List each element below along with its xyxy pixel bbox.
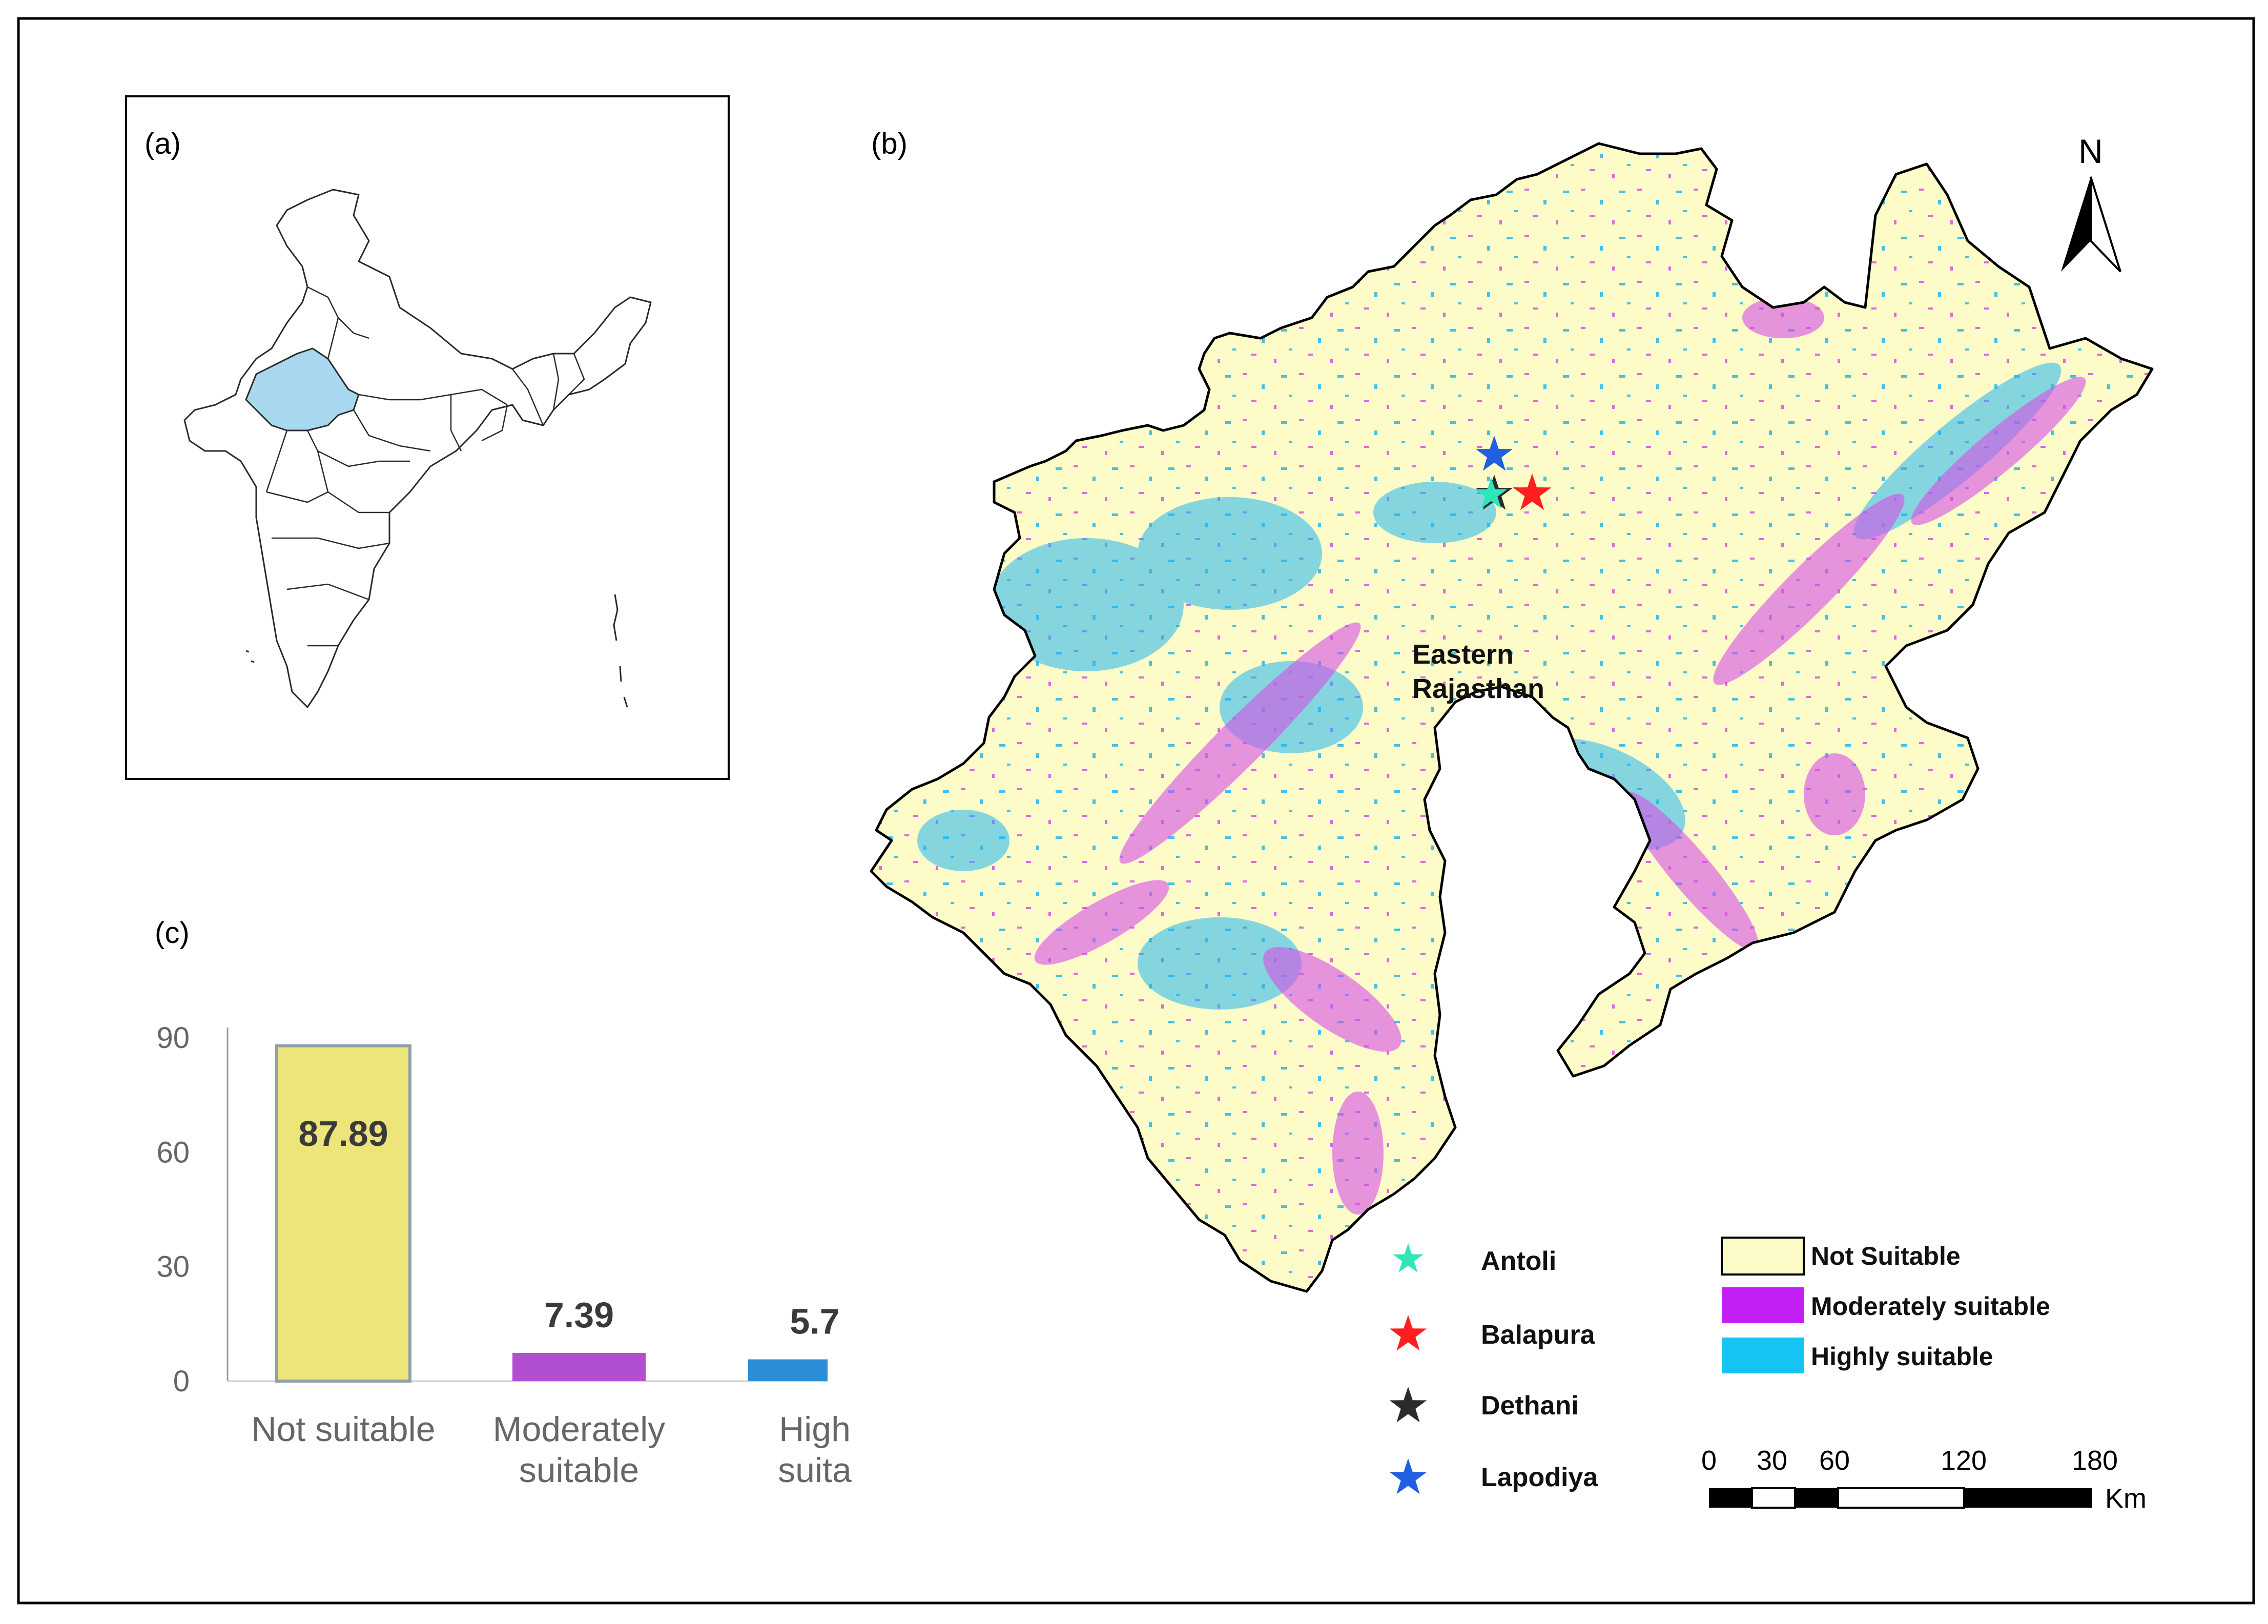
north-arrow-right-half	[2090, 176, 2121, 273]
not-suitable-label: Not Suitable	[1811, 1242, 1961, 1270]
figure-frame	[17, 17, 2255, 1605]
bar-value-label: 87.89	[298, 1114, 388, 1154]
scale-segment-5	[1964, 1488, 2092, 1508]
x-category-label: High	[779, 1410, 851, 1449]
site-legend-item-lapodiya: Lapodiya	[1389, 1458, 1598, 1494]
panel-c: (c) 87.89 7.39 5.7 0 30 60 90 Not suitable Mod…	[155, 916, 852, 1490]
moderately-suitable-swatch	[1722, 1287, 1804, 1323]
moderately-suitable-patches	[1034, 297, 2086, 1215]
bar-not-suitable	[275, 1044, 411, 1383]
lapodiya-star-icon	[1389, 1458, 1427, 1494]
x-category-label: Not suitable	[251, 1410, 435, 1449]
legend-item-not-suitable: Not Suitable	[1721, 1237, 1961, 1276]
marker-balapura	[1513, 474, 1552, 510]
y-tick-label: 90	[156, 1021, 190, 1055]
moderately-suitable-label: Moderately suitable	[1811, 1292, 2050, 1321]
scale-tick-120: 120	[1941, 1445, 1987, 1476]
highly-suitable-swatch	[1722, 1338, 1804, 1373]
state-boundaries	[265, 286, 585, 647]
x-category-label: suitable	[519, 1451, 639, 1490]
antoli-star-icon	[1393, 1243, 1424, 1272]
balapura-star-icon	[1389, 1315, 1427, 1351]
legend-item-highly-suitable: Highly suitable	[1722, 1338, 1993, 1373]
y-tick-label: 30	[156, 1250, 190, 1284]
scale-segment-4	[1837, 1487, 1965, 1509]
scale-unit: Km	[2105, 1483, 2147, 1514]
not-suitable-swatch	[1721, 1237, 1805, 1276]
region-boundary	[870, 142, 2154, 1293]
scale-segment-2	[1751, 1487, 1796, 1509]
site-legend-item-antoli: Antoli	[1393, 1243, 1556, 1276]
antoli-label: Antoli	[1481, 1246, 1556, 1276]
scale-bar: 0 30 60 120 180 Km	[1701, 1445, 2147, 1514]
dethani-star-icon	[1389, 1387, 1427, 1423]
panel-b-label: (b)	[871, 127, 908, 160]
scale-tick-180: 180	[2072, 1445, 2118, 1476]
balapura-label: Balapura	[1481, 1320, 1596, 1350]
site-legend-item-dethani: Dethani	[1389, 1387, 1579, 1423]
highly-suitable-label: Highly suitable	[1811, 1342, 1993, 1371]
lakshadweep-islands	[245, 650, 255, 663]
bar-value-label: 7.39	[544, 1295, 614, 1335]
suitability-map: Eastern Rajasthan	[870, 142, 2154, 1293]
region-label-line1: Eastern	[1412, 639, 1514, 670]
y-tick-label: 60	[156, 1136, 190, 1169]
andaman-islands	[613, 594, 628, 708]
scale-tick-60: 60	[1819, 1445, 1850, 1476]
suitability-patches	[871, 143, 2152, 1291]
bar-moderately-suitable	[512, 1352, 646, 1381]
panel-a-label: (a)	[145, 127, 181, 160]
panel-a: (a)	[125, 95, 730, 780]
north-arrow: N	[2061, 132, 2121, 273]
x-category-label: Moderately	[493, 1410, 665, 1449]
chart-y-ticks: 0 30 60 90	[156, 1021, 190, 1398]
y-tick-label: 0	[173, 1365, 190, 1398]
x-category-label: suita	[778, 1451, 852, 1490]
marker-antoli	[1475, 478, 1508, 508]
suitability-legend: Not Suitable Moderately suitable Highly …	[1721, 1237, 2050, 1373]
india-map	[183, 189, 652, 708]
site-markers	[1475, 436, 1552, 510]
scale-segment-3	[1795, 1488, 1838, 1508]
site-legend: Antoli Balapura Dethani Lapodiya	[1389, 1243, 1598, 1494]
bar-value-label: 5.7	[790, 1302, 839, 1342]
scale-segment-1	[1709, 1488, 1752, 1508]
bar-highly-suitable	[748, 1359, 828, 1381]
lapodiya-label: Lapodiya	[1481, 1463, 1598, 1492]
scale-tick-0: 0	[1701, 1445, 1717, 1476]
marker-lapodiya	[1475, 436, 1513, 471]
panel-c-label: (c)	[155, 916, 190, 950]
panel-b: (b)	[870, 127, 2154, 1514]
site-legend-item-balapura: Balapura	[1389, 1315, 1596, 1351]
north-arrow-label: N	[2078, 132, 2103, 170]
dethani-label: Dethani	[1481, 1391, 1579, 1421]
chart-bars: 87.89 7.39 5.7	[275, 1044, 840, 1383]
north-arrow-left-half	[2061, 177, 2091, 272]
region-label-line2: Rajasthan	[1412, 673, 1544, 704]
scale-tick-30: 30	[1757, 1445, 1787, 1476]
legend-item-moderately-suitable: Moderately suitable	[1722, 1287, 2050, 1323]
